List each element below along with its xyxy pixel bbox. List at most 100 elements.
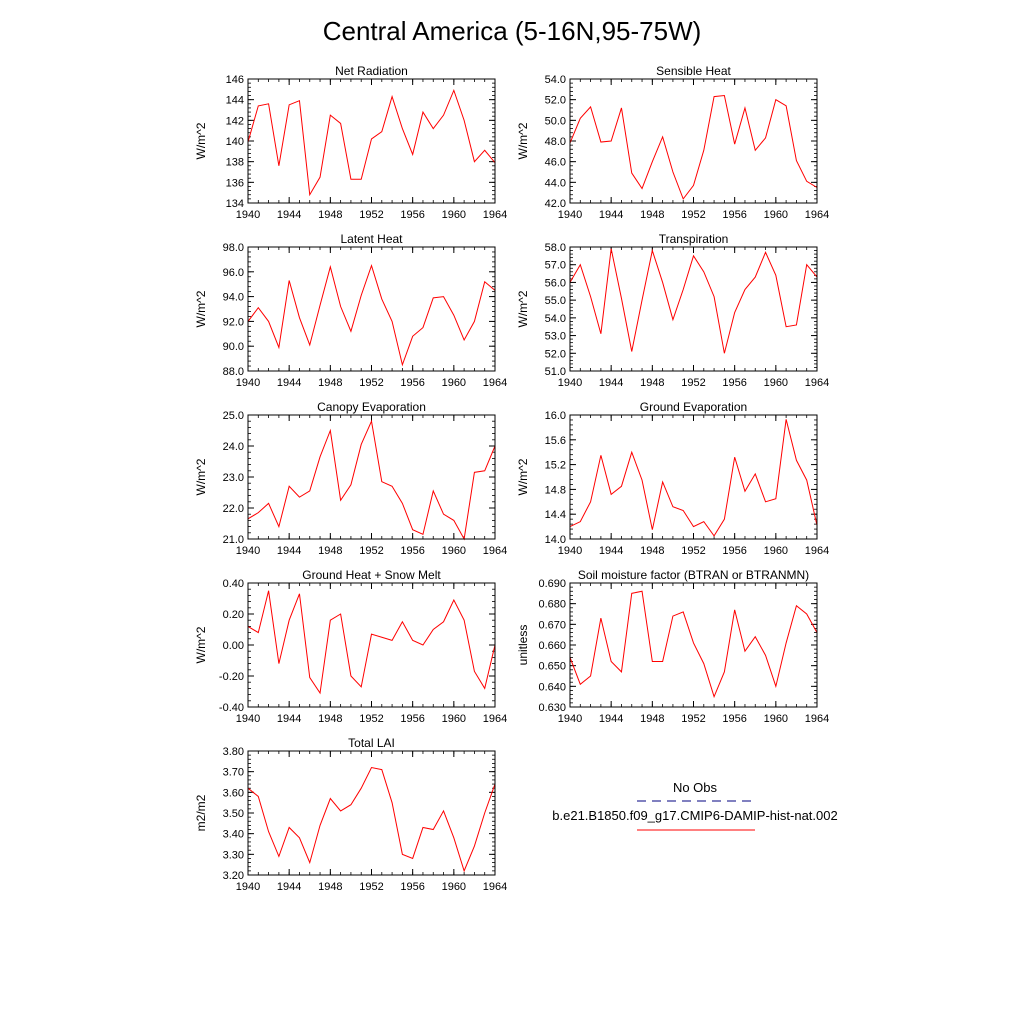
- data-point: [361, 179, 362, 180]
- data-point: [621, 298, 622, 299]
- x-tick-label: 1960: [442, 545, 466, 557]
- data-point: [433, 490, 434, 491]
- data-point: [392, 321, 393, 322]
- x-tick-label: 1960: [764, 377, 788, 389]
- data-point: [330, 266, 331, 267]
- data-point: [350, 331, 351, 332]
- data-point: [258, 632, 259, 633]
- data-point: [392, 96, 393, 97]
- y-tick-label: 144: [226, 95, 244, 107]
- x-tick-label: 1948: [318, 881, 342, 893]
- data-point: [371, 265, 372, 266]
- data-point: [631, 452, 632, 453]
- x-tick-label: 1964: [483, 713, 507, 725]
- x-tick-label: 1956: [400, 209, 424, 221]
- data-point: [600, 618, 601, 619]
- data-point: [775, 275, 776, 276]
- data-point: [381, 299, 382, 300]
- data-point: [392, 640, 393, 641]
- y-tick-label: 0.630: [538, 702, 566, 714]
- x-tick-label: 1964: [805, 377, 829, 389]
- panel-title: Net Radiation: [335, 64, 408, 78]
- data-point: [422, 327, 423, 328]
- data-point: [330, 798, 331, 799]
- y-tick-label: 52.0: [545, 95, 566, 107]
- data-point: [744, 289, 745, 290]
- panel-title: Canopy Evaporation: [317, 400, 426, 414]
- panel-title: Transpiration: [659, 232, 729, 246]
- data-point: [299, 837, 300, 838]
- data-point: [786, 642, 787, 643]
- data-point: [621, 107, 622, 108]
- data-point: [703, 150, 704, 151]
- data-point: [621, 486, 622, 487]
- x-tick-label: 1940: [236, 881, 260, 893]
- y-tick-label: 51.0: [545, 366, 566, 378]
- data-point: [683, 289, 684, 290]
- x-tick-label: 1952: [359, 545, 383, 557]
- data-point: [320, 305, 321, 306]
- data-point: [806, 264, 807, 265]
- data-point: [268, 103, 269, 104]
- y-axis-label: unitless: [516, 625, 530, 666]
- data-point: [703, 521, 704, 522]
- data-point: [590, 296, 591, 297]
- panel-title: Ground Evaporation: [640, 400, 747, 414]
- y-tick-label: 16.0: [545, 410, 566, 422]
- x-tick-label: 1952: [359, 377, 383, 389]
- y-tick-label: 0.690: [538, 578, 566, 590]
- data-point: [412, 154, 413, 155]
- y-axis-label: W/m^2: [516, 458, 530, 495]
- data-point: [806, 614, 807, 615]
- y-tick-label: 24.0: [223, 441, 244, 453]
- panel-1: 42.0 44.0 46.0 48.0 50.0 52.0 54.0 1940 1944 1948…: [516, 64, 829, 221]
- data-point: [402, 854, 403, 855]
- x-tick-label: 1948: [318, 377, 342, 389]
- data-point: [278, 165, 279, 166]
- data-point: [258, 796, 259, 797]
- x-tick-label: 1944: [277, 209, 301, 221]
- data-point: [631, 173, 632, 174]
- x-tick-label: 1952: [359, 713, 383, 725]
- x-tick-label: 1964: [805, 545, 829, 557]
- data-point: [484, 150, 485, 151]
- data-point: [786, 419, 787, 420]
- plot-frame: [247, 246, 496, 372]
- data-point: [642, 300, 643, 301]
- data-point: [464, 340, 465, 341]
- y-tick-label: 146: [226, 74, 244, 86]
- data-point: [289, 280, 290, 281]
- data-point: [381, 481, 382, 482]
- data-point: [631, 593, 632, 594]
- data-point: [433, 128, 434, 129]
- data-point: [744, 107, 745, 108]
- y-tick-label: 14.8: [545, 484, 566, 496]
- data-point: [765, 655, 766, 656]
- data-point: [309, 344, 310, 345]
- x-tick-label: 1956: [722, 713, 746, 725]
- data-point: [600, 142, 601, 143]
- data-point: [724, 353, 725, 354]
- series-line: [247, 88, 496, 197]
- data-point: [796, 324, 797, 325]
- x-tick-label: 1956: [400, 713, 424, 725]
- data-point: [433, 629, 434, 630]
- data-point: [611, 141, 612, 142]
- data-point: [672, 616, 673, 617]
- data-point: [299, 100, 300, 101]
- x-tick-label: 1964: [483, 881, 507, 893]
- y-tick-label: 58.0: [545, 242, 566, 254]
- y-tick-label: 94.0: [223, 292, 244, 304]
- data-point: [755, 150, 756, 151]
- y-axis-label: W/m^2: [194, 626, 208, 663]
- y-tick-label: 142: [226, 115, 244, 127]
- data-point: [775, 498, 776, 499]
- data-point: [371, 421, 372, 422]
- y-tick-label: 0.650: [538, 661, 566, 673]
- y-tick-label: 54.0: [545, 313, 566, 325]
- panel-7: 0.630 0.640 0.650 0.660 0.670 0.680 0.690 1940 1…: [516, 568, 829, 725]
- x-tick-label: 1964: [483, 545, 507, 557]
- data-point: [775, 99, 776, 100]
- series-line: [247, 419, 496, 541]
- data-point: [350, 804, 351, 805]
